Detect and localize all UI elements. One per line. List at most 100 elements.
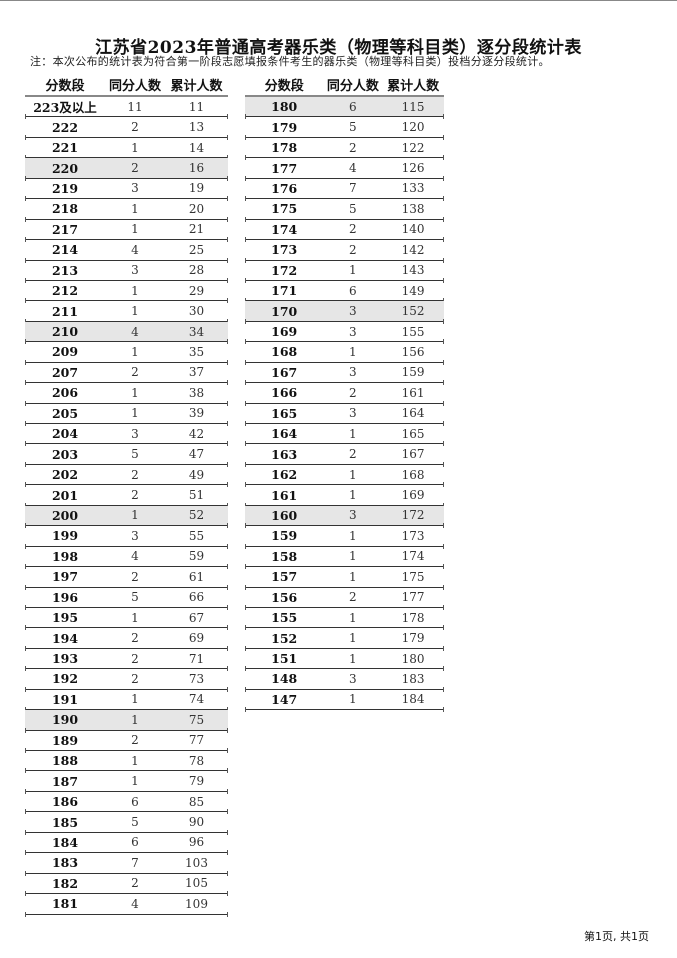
cell-same-count: 3: [349, 406, 357, 421]
cell-same-count: 2: [349, 590, 357, 605]
cell-same-count: 1: [349, 549, 357, 564]
table-row: 167 3 159: [245, 363, 444, 386]
cell-score: 181: [51, 896, 79, 912]
cell-same-count: 3: [349, 324, 357, 339]
table-row: 217 1 21: [25, 220, 228, 243]
cell-same-count: 1: [131, 712, 139, 727]
cell-same-count: 2: [131, 631, 139, 646]
cell-same-count: 1: [349, 528, 357, 543]
table-row: 220 2 16: [25, 158, 228, 182]
cell-same-count: 3: [131, 263, 139, 278]
cell-cumulative: 20: [188, 201, 205, 216]
table-row: 199 3 55: [25, 526, 228, 550]
cell-score: 210: [51, 324, 79, 340]
cell-cumulative: 159: [401, 365, 425, 380]
cell-cumulative: 19: [188, 181, 205, 196]
table-row: 171 6 149: [245, 281, 444, 304]
cell-score: 220: [51, 160, 79, 176]
cell-same-count: 3: [131, 181, 139, 196]
cell-score: 206: [51, 385, 79, 401]
cell-same-count: 1: [131, 610, 139, 625]
cell-same-count: 1: [131, 508, 139, 523]
cell-cumulative: 172: [401, 508, 425, 523]
cell-cumulative: 140: [401, 222, 425, 237]
table-row: 166 2 161: [245, 383, 444, 407]
cell-cumulative: 49: [188, 467, 205, 482]
cell-score: 184: [51, 834, 79, 850]
cell-cumulative: 28: [188, 263, 205, 278]
table-row: 190 1 75: [25, 710, 228, 734]
cell-cumulative: 39: [188, 406, 205, 421]
cell-cumulative: 105: [185, 876, 208, 891]
table-row: 157 1 175: [245, 567, 444, 590]
cell-same-count: 6: [131, 794, 139, 809]
cell-cumulative: 67: [188, 610, 205, 625]
cell-cumulative: 55: [188, 528, 205, 543]
cell-score: 148: [271, 671, 298, 687]
table-row: 186 6 85: [25, 792, 228, 815]
cell-score: 204: [51, 426, 79, 442]
cell-cumulative: 47: [188, 447, 205, 462]
cell-same-count: 1: [131, 201, 139, 216]
cell-score: 193: [51, 651, 79, 667]
cell-score: 151: [271, 651, 298, 667]
cell-same-count: 2: [131, 467, 139, 482]
table-row: 192 2 73: [25, 669, 228, 693]
cell-same-count: 4: [349, 161, 357, 176]
cell-score: 222: [51, 119, 79, 135]
table-row: 172 1 143: [245, 261, 444, 284]
cell-same-count: 7: [131, 855, 139, 870]
cell-cumulative: 73: [188, 671, 205, 686]
cell-cumulative: 66: [188, 590, 205, 605]
cell-score: 217: [51, 221, 79, 237]
cell-score: 156: [271, 589, 298, 605]
cell-cumulative: 37: [188, 365, 205, 380]
table-row: 163 2 167: [245, 444, 444, 468]
cell-cumulative: 122: [401, 140, 425, 155]
cell-cumulative: 90: [188, 815, 205, 830]
cell-score: 178: [271, 140, 298, 156]
cell-cumulative: 51: [188, 488, 205, 503]
table-row: 182 2 105: [25, 874, 228, 897]
cell-score: 192: [51, 671, 79, 687]
table-row: 185 5 90: [25, 812, 228, 836]
cell-score: 213: [51, 262, 79, 278]
cell-score: 155: [271, 610, 298, 626]
cell-cumulative: 178: [401, 610, 425, 625]
cell-same-count: 4: [131, 896, 139, 911]
cell-same-count: 2: [131, 876, 139, 891]
table-row: 194 2 69: [25, 628, 228, 652]
cell-same-count: 1: [131, 385, 139, 400]
cell-score: 157: [271, 569, 298, 585]
cell-score: 147: [271, 691, 298, 707]
cell-same-count: 3: [131, 528, 139, 543]
cell-score: 189: [51, 732, 79, 748]
cell-same-count: 1: [349, 631, 357, 646]
cell-cumulative: 143: [401, 263, 425, 278]
table-row: 210 4 34: [25, 321, 228, 345]
table-row: 209 1 35: [25, 342, 228, 366]
page-title: 江苏省2023年普通高考器乐类（物理等科目类）逐分段统计表: [95, 38, 582, 58]
cell-same-count: 1: [131, 344, 139, 359]
table-body: 180 6 115 179 5 120 178 2 122 177 4 126 176 7 133 175 5 1…: [245, 97, 444, 713]
table-row: 147 1 184: [245, 690, 444, 713]
cell-cumulative: 69: [188, 631, 205, 646]
table-row: 168 1 156: [245, 342, 444, 366]
cell-cumulative: 174: [401, 549, 425, 564]
cell-score: 190: [51, 712, 79, 728]
cell-cumulative: 167: [401, 447, 425, 462]
table-row: 198 4 59: [25, 547, 228, 570]
cell-same-count: 1: [131, 753, 139, 768]
cell-cumulative: 115: [401, 99, 425, 114]
cell-score: 185: [51, 814, 79, 830]
cell-cumulative: 138: [401, 201, 425, 216]
table-row: 221 1 14: [25, 138, 228, 161]
cell-cumulative: 156: [401, 344, 425, 359]
table-row: 156 2 177: [245, 588, 444, 611]
cell-cumulative: 183: [401, 671, 425, 686]
cell-cumulative: 142: [401, 242, 425, 257]
table-row: 152 1 179: [245, 628, 444, 652]
cell-score: 211: [51, 303, 79, 319]
header-same-count: 同分人数: [326, 78, 379, 94]
table-header: 分数段 同分人数 累计人数: [245, 73, 444, 97]
